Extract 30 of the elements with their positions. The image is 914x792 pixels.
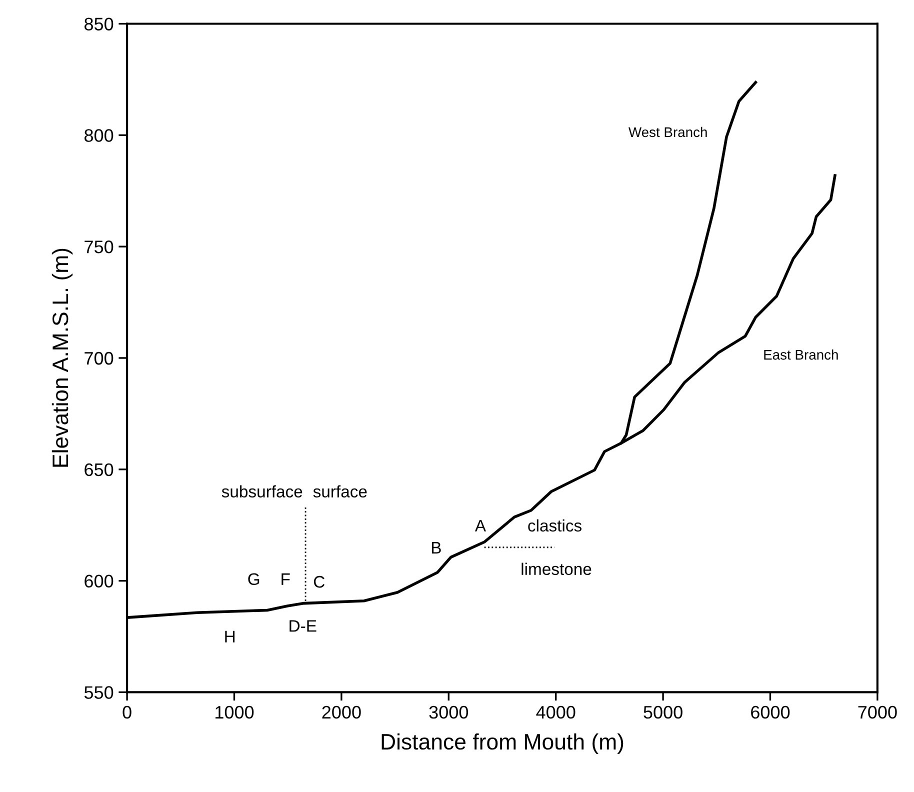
annotation: G xyxy=(248,573,260,586)
x-tick-label: 1000 xyxy=(216,706,254,719)
x-tick-label: 0 xyxy=(122,706,132,719)
x-tick-label: 5000 xyxy=(644,706,682,719)
annotation: B xyxy=(432,542,441,554)
y-tick-label: 850 xyxy=(84,18,114,30)
annotation: limestone xyxy=(522,562,592,576)
x-tick-label: 3000 xyxy=(429,706,468,719)
x-axis-title: Distance from Mouth (m) xyxy=(382,733,624,754)
x-tick-label: 2000 xyxy=(322,706,361,719)
annotation: East Branch xyxy=(764,350,838,360)
x-tick-label: 7000 xyxy=(858,706,897,719)
y-tick-label: 800 xyxy=(84,129,114,142)
x-tick-label: 4000 xyxy=(536,706,576,719)
annotation: F xyxy=(282,573,290,585)
y-tick-label: 550 xyxy=(84,686,114,699)
annotation: H xyxy=(225,630,235,642)
x-tick-label: 6000 xyxy=(751,706,790,719)
y-tick-label: 600 xyxy=(84,574,114,588)
annotation: D-E xyxy=(290,620,316,632)
annotation: West Branch xyxy=(628,126,707,138)
y-tick-label: 650 xyxy=(84,463,114,476)
annotation: clastics xyxy=(528,519,582,532)
y-axis-title: Elevation A.M.S.L. (m) xyxy=(52,248,73,467)
annotation: subsurface xyxy=(222,485,302,498)
annotation: C xyxy=(314,576,325,588)
annotation: surface xyxy=(313,485,367,498)
annotation: A xyxy=(474,520,486,532)
y-tick-label: 750 xyxy=(84,240,114,254)
y-tick-label: 700 xyxy=(84,352,114,365)
